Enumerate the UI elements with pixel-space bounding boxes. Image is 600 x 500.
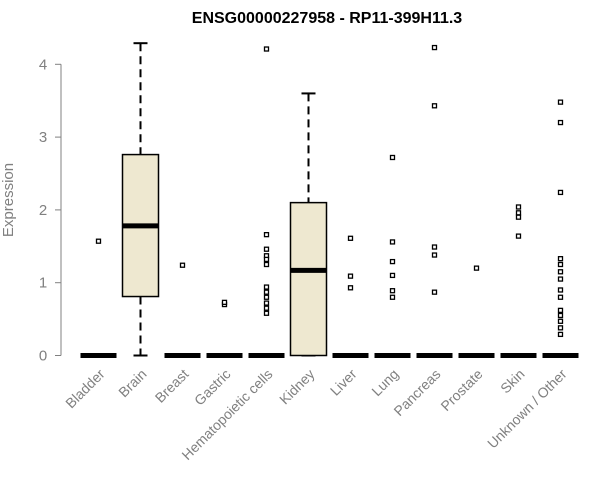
outlier-point <box>389 288 396 294</box>
box-skin <box>500 204 537 358</box>
outlier-point <box>263 294 270 300</box>
y-axis: 0 1 2 3 4 <box>39 56 62 365</box>
outlier-point <box>557 331 564 338</box>
outlier-point <box>557 318 564 324</box>
outlier-point <box>347 285 354 291</box>
outlier-point <box>557 276 564 282</box>
outlier-point <box>263 284 270 290</box>
outlier-point <box>557 294 564 300</box>
outlier-point <box>515 210 522 216</box>
outlier-point <box>263 289 270 295</box>
outlier-point <box>263 246 270 252</box>
outlier-point <box>515 233 522 239</box>
outlier-point <box>515 204 522 210</box>
box-bladder <box>80 238 117 358</box>
box-prostate <box>458 265 495 358</box>
outlier-point <box>431 244 438 250</box>
x-tick-label: Unknown / Other <box>484 366 570 452</box>
outlier-point <box>389 239 396 245</box>
outlier-point <box>179 262 186 268</box>
outlier-point <box>557 189 564 196</box>
x-tick-label: Brain <box>115 366 149 400</box>
outlier-point <box>557 119 564 126</box>
x-tick-label: Breast <box>152 366 192 406</box>
box-brain <box>121 42 160 357</box>
outlier-point <box>263 310 270 316</box>
outlier-point <box>263 300 270 306</box>
box-iqr <box>289 201 328 357</box>
box-unknown-other <box>542 99 579 358</box>
outlier-point <box>557 287 564 293</box>
outlier-point <box>263 256 270 263</box>
box-gastric <box>206 299 243 358</box>
outlier-point <box>431 44 438 51</box>
box-lung <box>374 154 411 358</box>
outlier-point <box>389 272 396 279</box>
x-tick-label: Prostate <box>437 366 485 414</box>
chart-title: ENSG00000227958 - RP11-399H11.3 <box>192 10 463 27</box>
outlier-point <box>557 312 564 319</box>
outlier-point <box>557 269 564 275</box>
outlier-point <box>431 103 438 109</box>
outlier-point <box>389 154 396 161</box>
box-kidney <box>289 92 328 357</box>
x-tick-label: Bladder <box>62 366 108 412</box>
outlier-point <box>557 256 564 262</box>
outlier-point <box>557 307 564 314</box>
box-pancreas <box>416 44 453 358</box>
outlier-point <box>347 235 354 241</box>
y-tick-label: 4 <box>39 56 47 73</box>
outlier-point <box>263 232 270 238</box>
y-tick-label: 0 <box>39 348 47 365</box>
outlier-point <box>557 99 564 105</box>
y-tick-label: 1 <box>39 275 47 292</box>
outlier-point <box>221 299 228 306</box>
y-tick-label: 2 <box>39 202 47 219</box>
outlier-point <box>95 238 102 244</box>
outlier-point <box>473 265 480 271</box>
outlier-point <box>389 294 396 300</box>
boxes <box>80 42 579 358</box>
outlier-point <box>431 289 438 295</box>
outlier-point <box>389 258 396 265</box>
y-axis-label: Expression <box>0 163 17 237</box>
x-tick-label: Lung <box>368 366 401 399</box>
x-tick-label: Pancreas <box>390 366 443 419</box>
outlier-point <box>557 325 564 331</box>
box-breast <box>164 262 201 358</box>
x-tick-label: Liver <box>327 366 360 399</box>
box-liver <box>332 235 369 358</box>
x-tick-label: Kidney <box>276 366 318 408</box>
outlier-point <box>431 252 438 258</box>
box-hematopoietic-cells <box>248 46 285 358</box>
outlier-point <box>557 261 564 268</box>
x-tick-label: Skin <box>497 366 528 397</box>
y-tick-label: 3 <box>39 129 47 146</box>
outlier-point <box>515 214 522 220</box>
outlier-point <box>263 305 270 311</box>
outlier-point <box>263 261 270 268</box>
outlier-point <box>347 273 354 279</box>
outlier-point <box>263 46 270 52</box>
